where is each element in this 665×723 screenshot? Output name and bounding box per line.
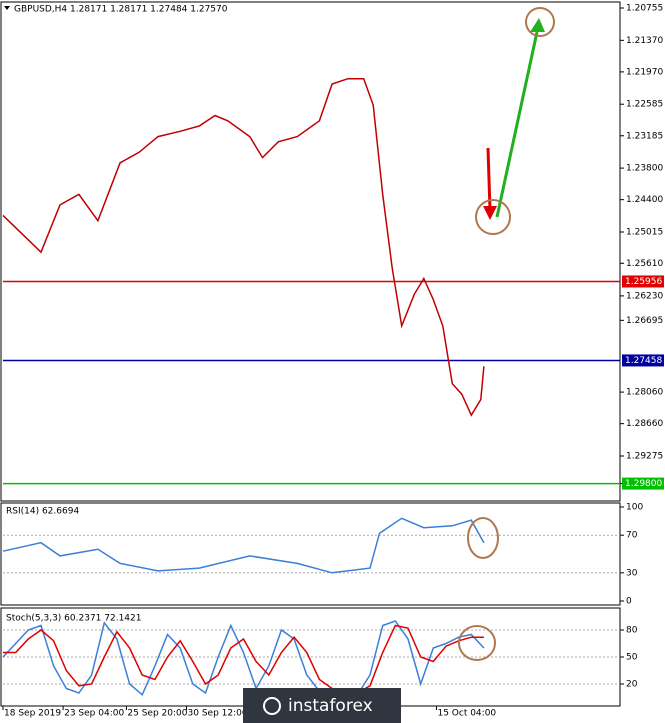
y-tick-label: 1.25015 (626, 227, 663, 237)
x-tick-label: 25 Sep 20:00 (127, 709, 187, 719)
y-tick-label: 1.21970 (626, 67, 663, 77)
y-tick-label: 1.21370 (626, 36, 663, 46)
x-tick-label: 18 Sep 2019 (4, 709, 61, 719)
red-arrowhead (483, 206, 497, 220)
watermark-text: instaforex (288, 696, 373, 716)
price-level-label: 1.25956 (625, 277, 662, 287)
y-tick-label: 1.23800 (626, 164, 663, 174)
symbol-arrow (4, 6, 10, 10)
x-tick-label: 23 Sep 04:00 (64, 709, 124, 719)
x-tick-label: 30 Sep 12:00 (188, 709, 248, 719)
stoch-circle (458, 625, 496, 661)
y-tick-label: 1.24400 (626, 195, 663, 205)
y-tick-label: 1.23185 (626, 131, 663, 141)
price-level-label: 1.27458 (625, 356, 662, 366)
y-tick-label: 30 (626, 568, 638, 578)
watermark-bg (243, 688, 401, 723)
price-level-label: 1.29800 (625, 479, 662, 489)
watermark-logo (263, 697, 281, 715)
green-arrow (495, 31, 539, 218)
y-tick-label: 70 (626, 531, 638, 541)
stoch-title: Stoch(5,3,3) 60.2371 72.1421 (6, 614, 141, 624)
series-line (2, 517, 485, 574)
target-circle (525, 7, 555, 37)
y-tick-label: 1.28060 (626, 388, 663, 398)
y-tick-label: 1.26695 (626, 316, 663, 326)
y-tick-label: 100 (626, 503, 643, 513)
rsi-circle (467, 517, 499, 559)
watermark: instaforex (243, 688, 401, 723)
y-tick-label: 20 (626, 680, 638, 690)
y-tick-label: 1.28660 (626, 419, 663, 429)
green-arrowhead (530, 18, 545, 32)
annotations (458, 7, 555, 661)
series-line (3, 624, 484, 694)
series-line (2, 77, 485, 417)
y-tick-label: 1.20755 (626, 3, 663, 13)
y-tick-label: 1.29275 (626, 451, 663, 461)
chart-header: GBPUSD,H4 1.28171 1.28171 1.27484 1.2757… (14, 5, 228, 15)
rsi-title: RSI(14) 62.6694 (6, 507, 79, 517)
price-level-tag (622, 275, 664, 288)
price-level-tag (622, 477, 664, 490)
x-tick-label: 15 Oct 04:00 (437, 709, 496, 719)
y-tick-label: 1.25610 (626, 259, 663, 269)
series-line (2, 620, 485, 697)
support-circle (475, 199, 511, 235)
rsi-panel (0, 502, 621, 606)
y-tick-label: 1.22585 (626, 100, 663, 110)
y-tick-label: 1.26230 (626, 291, 663, 301)
y-tick-label: 80 (626, 626, 638, 636)
y-tick-label: 50 (626, 653, 638, 663)
y-tick-label: 0 (626, 597, 632, 607)
price-level-tag (622, 354, 664, 367)
main-panel (0, 1, 621, 502)
